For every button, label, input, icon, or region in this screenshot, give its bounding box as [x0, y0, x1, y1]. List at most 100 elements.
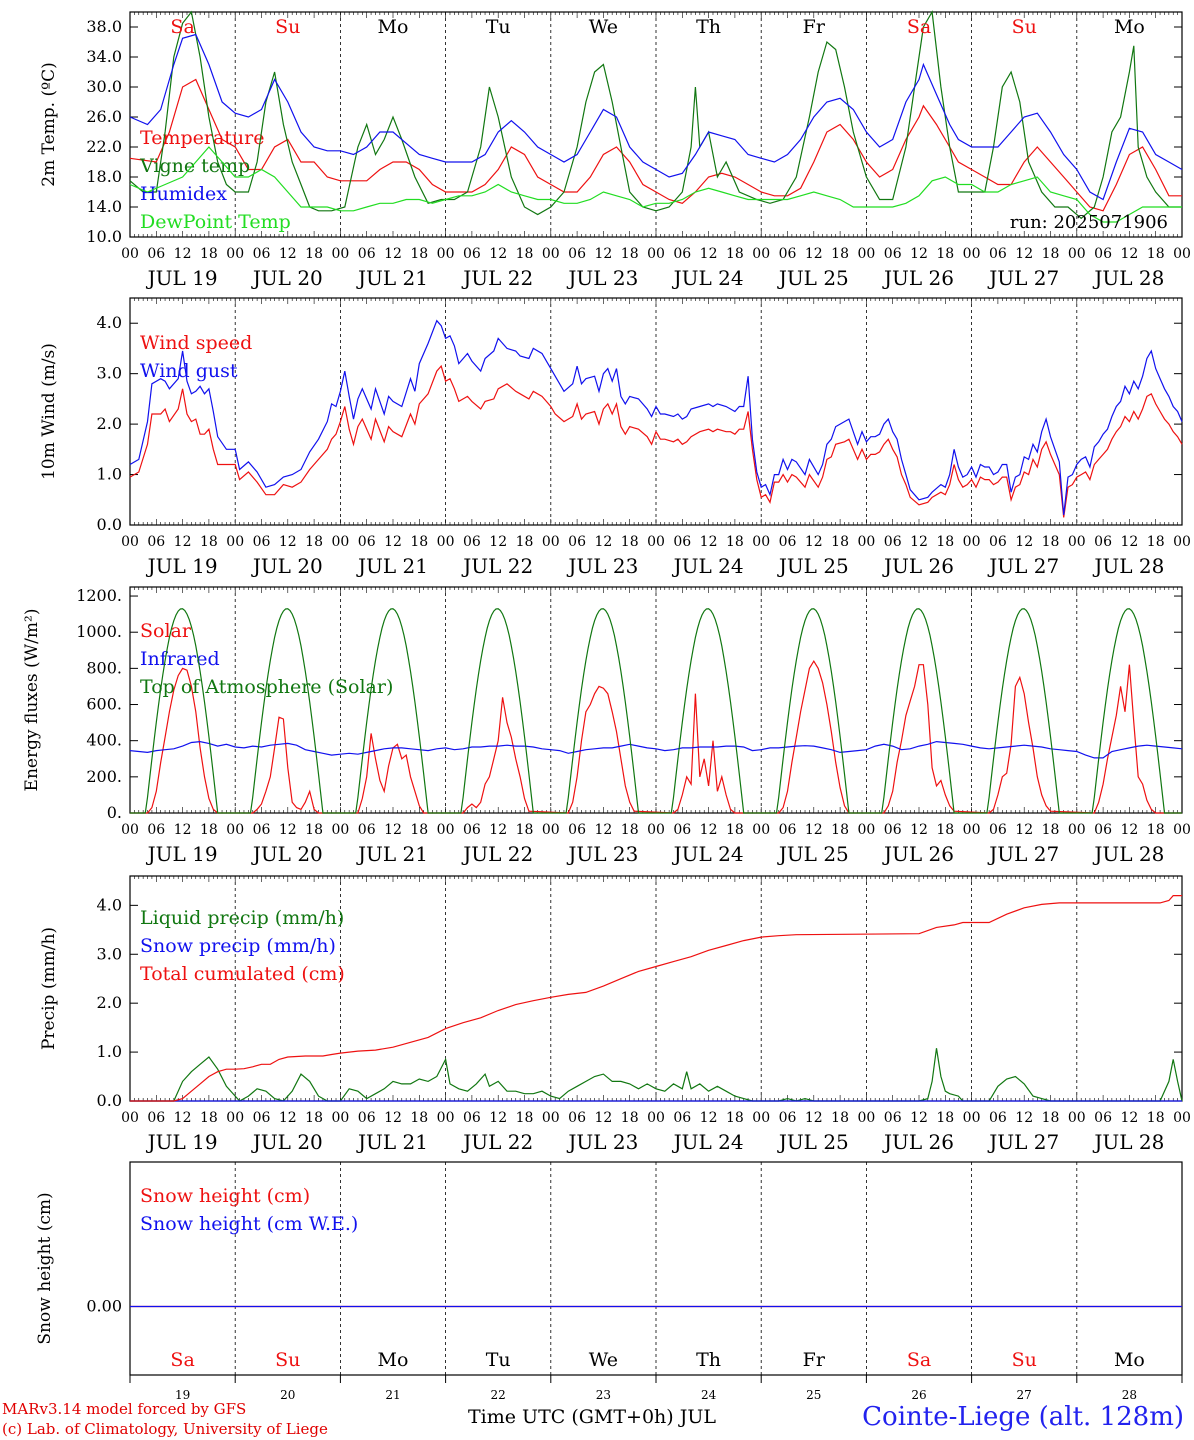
x-hour-label: 12 [384, 822, 402, 838]
x-hour-label: 06 [463, 246, 481, 262]
x-hour-label: 00 [121, 1110, 139, 1126]
x-hour-label: 06 [1094, 534, 1112, 550]
weekday-label: Su [1012, 16, 1037, 38]
x-hour-label: 00 [857, 246, 875, 262]
x-hour-label: 06 [1094, 246, 1112, 262]
day-number-label: 22 [491, 1388, 506, 1402]
series-line-wind-gust [129, 319, 1183, 515]
x-hour-label: 06 [463, 822, 481, 838]
x-hour-label: 12 [174, 246, 192, 262]
weekday-label: Sa [170, 1349, 194, 1371]
x-hour-label: 18 [1147, 534, 1165, 550]
x-hour-label: 00 [542, 246, 560, 262]
x-date-label: JUL 19 [146, 554, 218, 578]
legend-entry: Snow height (cm) [140, 1185, 310, 1207]
x-hour-label: 12 [805, 822, 823, 838]
x-date-label: JUL 22 [461, 1130, 533, 1154]
x-hour-label: 06 [253, 1110, 271, 1126]
x-hour-label: 06 [358, 822, 376, 838]
credit-line-1: MARv3.14 model forced by GFS [2, 1400, 247, 1418]
legend-entry: Snow height (cm W.E.) [140, 1213, 358, 1235]
x-hour-label: 00 [331, 246, 349, 262]
x-hour-label: 06 [568, 1110, 586, 1126]
x-date-label: JUL 25 [777, 1130, 849, 1154]
x-date-label: JUL 27 [987, 1130, 1059, 1154]
x-hour-label: 18 [1147, 1110, 1165, 1126]
x-hour-label: 12 [1120, 534, 1138, 550]
x-hour-label: 12 [489, 1110, 507, 1126]
x-hour-label: 12 [1015, 1110, 1033, 1126]
series-line-vigne-temp [129, 10, 1182, 220]
x-date-label: JUL 24 [672, 1130, 744, 1154]
weekday-label: Th [696, 1349, 721, 1371]
x-date-label: JUL 26 [882, 842, 954, 866]
legend-entry: Solar [140, 620, 192, 642]
run-annotation: run: 2025071906 [1010, 212, 1168, 233]
legend-entry: Wind gust [140, 360, 238, 382]
series-line-infrared [129, 740, 1183, 759]
x-hour-label: 18 [621, 1110, 639, 1126]
x-date-label: JUL 19 [146, 266, 218, 290]
y-tick-label: 14.0 [86, 197, 122, 216]
x-date-label: JUL 20 [251, 266, 323, 290]
y-axis-label: Snow height (cm) [35, 1192, 55, 1344]
x-hour-label: 00 [542, 1110, 560, 1126]
x-hour-label: 12 [1120, 1110, 1138, 1126]
x-hour-label: 06 [884, 246, 902, 262]
x-hour-label: 06 [779, 246, 797, 262]
x-hour-label: 18 [1042, 822, 1060, 838]
legend-entry: Total cumulated (cm) [140, 963, 345, 985]
x-hour-label: 00 [1068, 822, 1086, 838]
x-hour-label: 06 [779, 1110, 797, 1126]
x-hour-label: 12 [805, 1110, 823, 1126]
series-line-top-of-atmosphere-solar [130, 608, 1182, 814]
y-tick-label: 1.0 [97, 465, 122, 484]
y-tick-label: 26.0 [86, 107, 122, 126]
x-hour-label: 12 [910, 534, 928, 550]
day-number-label: 19 [175, 1388, 190, 1402]
x-date-label: JUL 22 [461, 266, 533, 290]
x-hour-label: 18 [516, 822, 534, 838]
x-hour-label: 00 [752, 534, 770, 550]
x-hour-label: 18 [936, 822, 954, 838]
x-date-label: JUL 24 [672, 266, 744, 290]
x-hour-label: 18 [1042, 534, 1060, 550]
x-hour-label: 18 [1042, 246, 1060, 262]
x-hour-label: 06 [147, 246, 165, 262]
x-hour-label: 18 [726, 246, 744, 262]
x-hour-label: 00 [437, 1110, 455, 1126]
x-hour-label: 12 [910, 246, 928, 262]
x-date-label: JUL 21 [356, 266, 428, 290]
x-hour-label: 18 [305, 534, 323, 550]
weekday-label: Mo [1114, 16, 1145, 38]
y-tick-label: 18.0 [86, 167, 122, 186]
x-hour-label: 06 [253, 822, 271, 838]
y-tick-label: 400. [86, 731, 122, 750]
x-hour-label: 12 [1015, 822, 1033, 838]
weekday-label: Su [1012, 1349, 1037, 1371]
series-line-liquid-precip-mm-h [130, 1048, 1183, 1102]
x-hour-label: 12 [1015, 246, 1033, 262]
x-date-label: JUL 23 [566, 266, 638, 290]
x-hour-label: 12 [489, 822, 507, 838]
x-date-label: JUL 27 [987, 554, 1059, 578]
legend-entry: Wind speed [140, 332, 252, 354]
x-hour-label: 18 [410, 1110, 428, 1126]
x-hour-label: 12 [805, 534, 823, 550]
day-number-label: 25 [806, 1388, 821, 1402]
x-hour-label: 00 [226, 822, 244, 838]
x-hour-label: 12 [594, 534, 612, 550]
y-tick-label: 600. [86, 695, 122, 714]
weekday-label: Tu [486, 1349, 511, 1371]
x-hour-label: 06 [779, 822, 797, 838]
weekday-label: We [589, 16, 618, 38]
x-hour-label: 12 [805, 246, 823, 262]
day-number-label: 23 [596, 1388, 611, 1402]
x-date-label: JUL 23 [566, 554, 638, 578]
weekday-label: Mo [1114, 1349, 1145, 1371]
x-hour-label: 06 [673, 246, 691, 262]
x-hour-label: 18 [621, 246, 639, 262]
x-date-label: JUL 24 [672, 554, 744, 578]
y-tick-label: 30.0 [86, 77, 122, 96]
x-hour-label: 06 [463, 1110, 481, 1126]
